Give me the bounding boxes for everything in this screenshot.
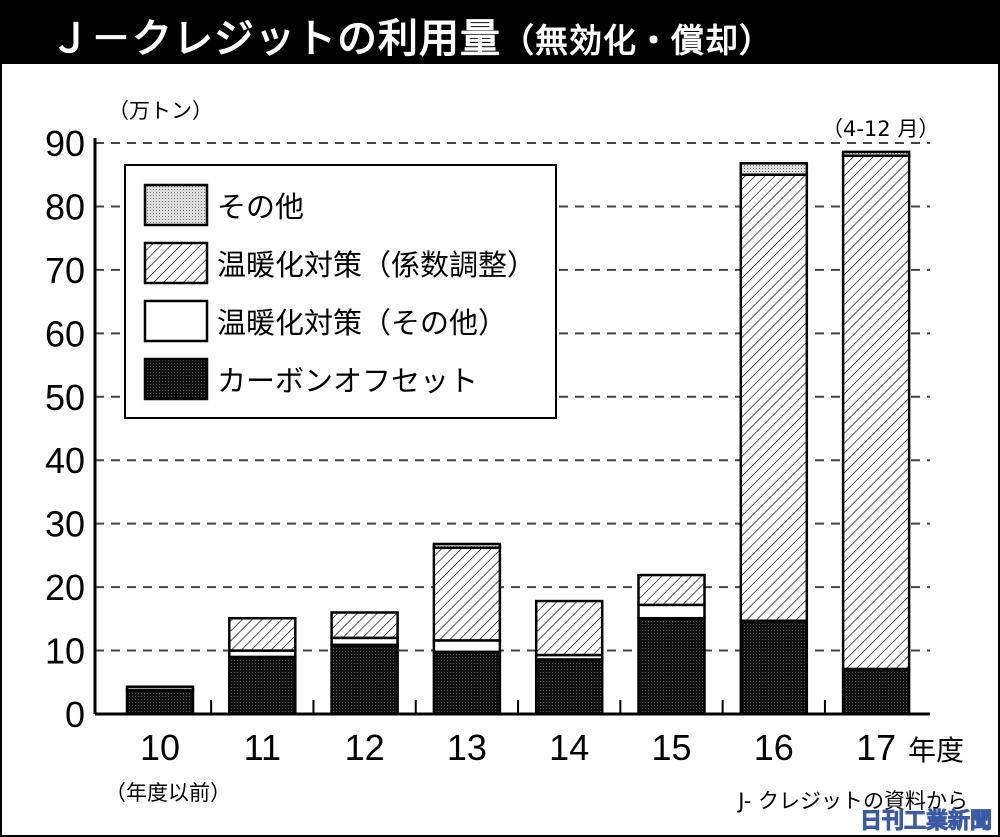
bar-segment xyxy=(739,173,809,622)
bar-segment xyxy=(228,616,297,652)
bar-segment xyxy=(330,643,399,716)
bar-segment xyxy=(432,546,502,642)
x-tick-label: 16 xyxy=(754,727,794,768)
bar-segment xyxy=(125,685,195,692)
chart-title: Ｊ－クレジットの利用量（無効化・償却） xyxy=(50,6,773,64)
y-tick-label: 40 xyxy=(45,440,85,481)
x-tick-label: 10 xyxy=(140,727,180,768)
watermark-logo: 日刊工業新聞 xyxy=(859,809,992,835)
legend-swatch xyxy=(143,241,209,285)
y-tick-label: 20 xyxy=(45,567,85,608)
legend-label: カーボンオフセット xyxy=(217,364,478,398)
bar-segment xyxy=(637,603,706,620)
bar-segment xyxy=(534,658,604,716)
legend-label: その他 xyxy=(217,190,304,224)
bar-segment xyxy=(330,611,399,640)
note-17: （4-12 月） xyxy=(822,117,939,141)
x-tick-label: 15 xyxy=(651,727,691,768)
bar-segment xyxy=(534,599,604,657)
bar-segment xyxy=(228,655,297,716)
x-tick-label: 17 xyxy=(856,727,896,768)
y-tick-label: 80 xyxy=(45,186,85,227)
note-10: （年度以前） xyxy=(105,781,231,805)
x-tick-label: 13 xyxy=(447,727,487,768)
legend-swatch xyxy=(143,183,209,227)
legend-swatch xyxy=(143,357,209,401)
y-axis-unit-label: （万トン） xyxy=(108,99,213,123)
bar-segment xyxy=(637,616,706,716)
legend-swatch xyxy=(143,299,209,343)
title-text: Ｊ－クレジットの利用量 xyxy=(50,16,501,62)
y-tick-label: 90 xyxy=(45,123,85,164)
y-tick-label: 0 xyxy=(65,694,85,735)
x-tick-label: 14 xyxy=(549,727,589,768)
y-tick-label: 50 xyxy=(45,377,85,418)
y-tick-label: 70 xyxy=(45,250,85,291)
y-tick-label: 60 xyxy=(45,313,85,354)
bar-segment xyxy=(432,650,502,716)
x-axis-label: 年度 xyxy=(908,734,964,767)
source-note: J- クレジットの資料から xyxy=(736,789,968,813)
bar-segment xyxy=(841,150,911,157)
bar-segment xyxy=(739,162,809,176)
y-tick-label: 10 xyxy=(45,631,85,672)
bar-segment xyxy=(125,688,195,716)
bar-segment xyxy=(841,154,911,671)
x-tick-label: 12 xyxy=(345,727,385,768)
title-bar: Ｊ－クレジットの利用量（無効化・償却） xyxy=(0,0,1000,64)
subtitle-text: （無効化・償却） xyxy=(501,21,773,60)
bar-segment xyxy=(739,619,809,716)
bar-segment xyxy=(841,667,911,716)
y-tick-label: 30 xyxy=(45,504,85,545)
legend-label: 温暖化対策（その他） xyxy=(217,306,507,340)
x-tick-label: 11 xyxy=(244,727,281,768)
bar-segment xyxy=(432,542,502,550)
bar-segment xyxy=(637,573,706,607)
legend-label: 温暖化対策（係数調整） xyxy=(217,248,536,282)
bar-segment xyxy=(432,639,502,654)
